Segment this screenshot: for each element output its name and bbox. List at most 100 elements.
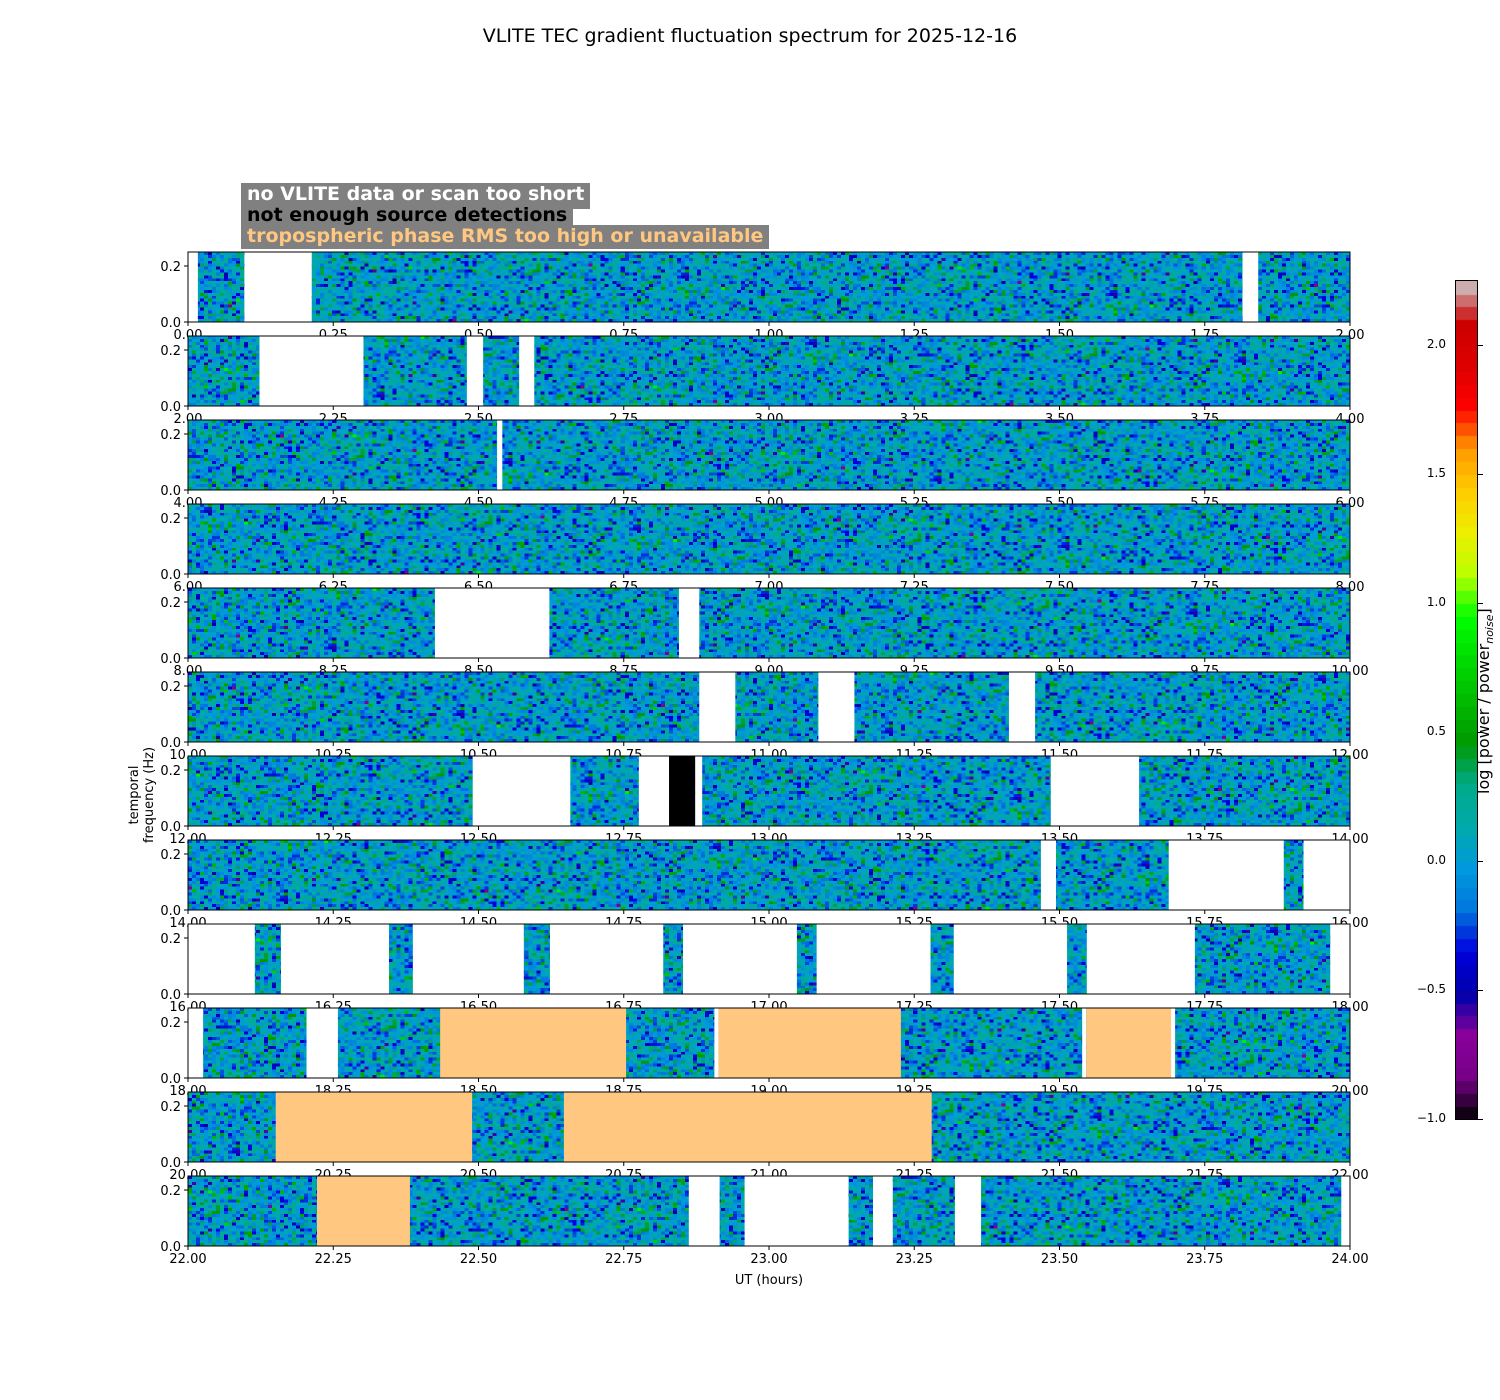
- y-axis-label: temporal frequency (Hz): [127, 746, 157, 844]
- colorbar-tick-label: 0.0: [1426, 853, 1446, 868]
- colorbar-tick-mark: [1478, 603, 1483, 605]
- y-tick-label: 0.2: [160, 344, 181, 359]
- y-tick-label: 0.0: [160, 1240, 181, 1255]
- panel-11: 0.0 0.2 22.00 22.25 22.50 22.75 23.00 23.25 23.5…: [160, 1175, 1369, 1267]
- panel-1: 0.00.22.00 2.25 2.50 2.75 3.00 3.25 3.50 3.75 4.…: [160, 335, 1364, 427]
- mask-no-data: [744, 1176, 849, 1246]
- panel-6: 0.00.212.00 12.25 12.50 12.75 13.00 13.25 13.5…: [160, 755, 1369, 847]
- mask-no-data: [412, 924, 524, 994]
- mask-no-data: [188, 924, 255, 994]
- mask-no-data: [638, 756, 670, 826]
- mask-no-data: [688, 1176, 720, 1246]
- mask-no-data: [872, 1176, 893, 1246]
- panel-7: 0.00.214.00 14.25 14.50 14.75 15.00 15.25 15.5…: [160, 839, 1369, 931]
- panel-0: 0.00.20.00 0.25 0.50 0.75 1.00 1.25 1.50 1.75 2.…: [160, 251, 1364, 343]
- mask-no-data: [1040, 840, 1057, 910]
- y-tick-label: 0.2: [160, 1100, 181, 1115]
- mask-no-data: [953, 924, 1068, 994]
- mask-no-data: [714, 1008, 719, 1078]
- y-tick-label: 0.0: [160, 1156, 181, 1171]
- colorbar-tick-mark: [1478, 345, 1483, 347]
- mask-no-data: [188, 1008, 204, 1078]
- x-tick-label: 22.50: [460, 1252, 497, 1267]
- y-tick-label: 0.2: [160, 764, 181, 779]
- colorbar-tick-mark: [1478, 1119, 1483, 1120]
- mask-no-data: [188, 252, 198, 322]
- y-tick-label: 0.2: [160, 596, 181, 611]
- mask-no-data: [306, 1008, 338, 1078]
- heatmap-cells: [188, 840, 1350, 910]
- colorbar-tick-label: 2.0: [1426, 337, 1446, 352]
- mask-no-data: [1303, 840, 1350, 910]
- colorbar-label-sub: noise: [1483, 614, 1497, 644]
- y-tick-label: 0.0: [160, 316, 181, 331]
- colorbar-label: log [power / powernoise]: [1474, 551, 1496, 851]
- mask-no-data: [1242, 252, 1259, 322]
- mask-no-data: [1171, 1008, 1176, 1078]
- y-tick-label: 0.2: [160, 1016, 181, 1031]
- mask-no-data: [280, 924, 390, 994]
- colorbar-label-main: log [power / power: [1473, 643, 1493, 794]
- y-tick-label: 0.0: [160, 652, 181, 667]
- mask-no-data: [519, 336, 535, 406]
- panel-2: 0.00.24.00 4.25 4.50 4.75 5.00 5.25 5.50 5.75 6.…: [160, 419, 1364, 511]
- legend-tropospheric: tropospheric phase RMS too high or unava…: [241, 225, 770, 249]
- legend-no-detections: not enough source detections: [241, 204, 574, 227]
- x-tick-label: 23.25: [896, 1252, 933, 1267]
- mask-no-data: [1168, 840, 1284, 910]
- y-tick-label: 0.0: [160, 1072, 181, 1087]
- x-tick-label: 23.00: [750, 1252, 787, 1267]
- y-tick-label: 0.2: [160, 848, 181, 863]
- y-tick-label: 0.0: [160, 568, 181, 583]
- mask-no-data: [695, 756, 703, 826]
- mask-no-data: [1086, 924, 1195, 994]
- colorbar-label-end: ]: [1473, 608, 1493, 615]
- colorbar-tick-label: 0.5: [1426, 724, 1446, 739]
- heatmap-cells: [188, 672, 1350, 742]
- y-tick-label: 0.2: [160, 428, 181, 443]
- y-tick-label: 0.0: [160, 484, 181, 499]
- x-axis-label: UT (hours): [734, 1273, 804, 1288]
- panel-10: 0.00.220.00 20.25 20.50 20.75 21.00 21.25 21.5…: [160, 1091, 1369, 1183]
- panel-5: 0.00.210.00 10.25 10.50 10.75 11.00 11.25 11.5…: [160, 671, 1369, 763]
- y-tick-label: 0.0: [160, 736, 181, 751]
- heatmap-cells: [188, 504, 1350, 574]
- colorbar-tick-label: 1.5: [1426, 466, 1446, 481]
- x-tick-label: 23.50: [1041, 1252, 1078, 1267]
- mask-no-data: [816, 924, 931, 994]
- heatmap-cells: [188, 420, 1350, 490]
- colorbar-tick-mark: [1478, 990, 1483, 992]
- mask-no-data: [549, 924, 664, 994]
- panel-8: 0.00.216.00 16.25 16.50 16.75 17.00 17.25 17.5…: [160, 923, 1369, 1015]
- mask-no-data: [1341, 1176, 1350, 1246]
- x-tick-label: 22.25: [315, 1252, 352, 1267]
- mask-no-data: [683, 924, 797, 994]
- mask-no-data: [466, 336, 484, 406]
- colorbar-tick-mark: [1478, 474, 1483, 476]
- mask-no-data: [1330, 924, 1350, 994]
- x-tick-label: 22.00: [169, 1252, 206, 1267]
- colorbar-gradient: [1456, 281, 1477, 1119]
- mask-no-data: [699, 672, 736, 742]
- mask-no-data: [472, 756, 571, 826]
- colorbar: [1455, 280, 1478, 1120]
- mask-no-data: [818, 672, 855, 742]
- y-tick-label: 0.0: [160, 820, 181, 835]
- heatmap-cells: [188, 756, 1350, 826]
- mask-no-data: [1050, 756, 1140, 826]
- y-tick-label: 0.2: [160, 512, 181, 527]
- mask-no-data: [434, 588, 550, 658]
- mask-no-detect: [669, 756, 696, 826]
- mask-no-data: [954, 1176, 982, 1246]
- y-tick-label: 0.0: [160, 988, 181, 1003]
- mask-tropo: [563, 1092, 932, 1162]
- mask-no-data: [259, 336, 364, 406]
- y-tick-label: 0.2: [160, 680, 181, 695]
- y-tick-label: 0.0: [160, 400, 181, 415]
- y-tick-label: 0.2: [160, 260, 181, 275]
- mask-tropo: [718, 1008, 901, 1078]
- x-tick-label: 24.00: [1331, 1252, 1368, 1267]
- colorbar-tick-label: −1.0: [1416, 1111, 1446, 1125]
- mask-no-data: [1008, 672, 1036, 742]
